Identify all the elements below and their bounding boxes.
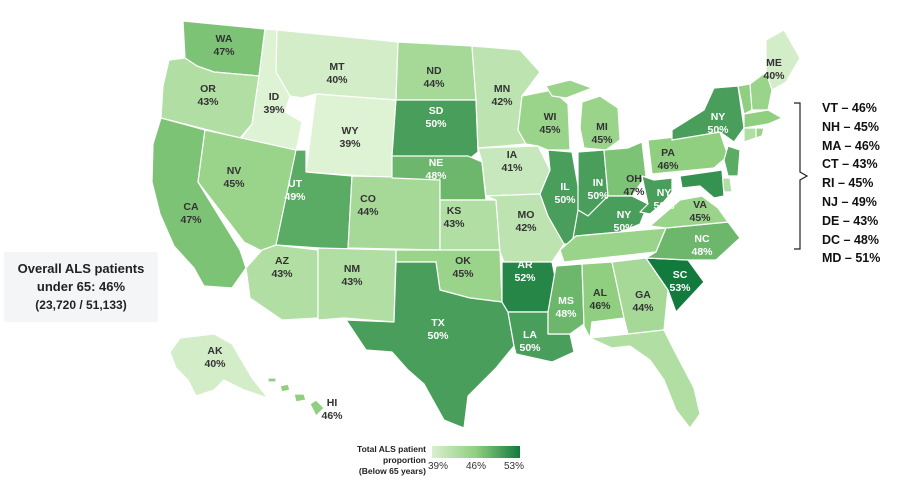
state-label-mi: MI 45% [591,121,613,146]
state-nh [749,71,773,111]
state-label-ca: CA 47% [180,201,202,226]
summary-line-1: Overall ALS patients [17,261,145,276]
state-label-ks: KS 43% [443,205,465,230]
state-label-mn: MN 42% [491,83,513,108]
state-label-nc: NC 48% [691,233,713,258]
state-label-nv: NV 45% [223,165,245,190]
state-md [679,169,725,199]
overall-summary-box: Overall ALS patients under 65: 46% (23,7… [4,252,158,322]
northeast-bracket [794,102,809,250]
state-nj [723,145,741,177]
state-ak [169,333,269,399]
state-label-hi: HI 46% [321,397,343,422]
northeast-list-item: MA – 46% [822,138,880,153]
state-ct [743,127,757,143]
state-va [649,195,729,229]
state-label-ms: MS 48% [555,295,577,320]
northeast-list-item: CT – 43% [822,157,878,172]
northeast-list-item: DE – 43% [822,213,879,228]
summary-line-3: (23,720 / 51,133) [35,298,127,312]
state-tx [345,261,515,429]
state-mi [545,79,621,151]
state-label-il: IL 50% [554,181,576,206]
legend-title: Total ALS patient proportion (Below 65 y… [314,444,426,477]
state-label-tx: TX 50% [427,317,449,342]
state-label-co: CO 44% [357,193,379,218]
state-label-ar: AR 52% [514,259,536,284]
state-ri [755,127,765,139]
state-label-id: ID 39% [263,91,285,116]
state-label-ne: NE 48% [425,157,447,182]
state-labels: WA 47% OR 43% CA 47% ID 39% NV 45% MT 40% WY 39% UT 49%… [180,33,785,422]
state-label-nm: NM 43% [341,263,363,288]
state-shapes [151,20,801,429]
state-ma [743,109,783,129]
state-label-wa: WA 47% [213,33,235,58]
state-label-sc: SC 53% [669,269,691,294]
northeast-list-item: VT – 46% [822,101,877,115]
state-label-oh: OH 47% [623,173,645,198]
summary-line-2: under 65: 46% [36,279,126,294]
state-label-wi: WI 45% [539,111,561,136]
state-wv [639,175,673,215]
state-nv [197,129,297,259]
legend-gradient-bar [432,446,520,458]
northeast-list-item: DC – 48% [822,232,879,247]
state-label-ky: NY 50% [613,209,635,234]
state-label-in: IN 50% [587,177,609,202]
state-label-ut: UT 49% [284,178,306,203]
state-hi [267,377,325,417]
northeast-list-item: MD – 51% [822,251,881,266]
state-label-wy: WY 39% [339,125,361,150]
northeast-list-item: RI – 45% [822,176,874,191]
state-label-pa: PA 46% [657,147,679,172]
state-label-mo: MO 42% [515,209,537,234]
state-label-ia: IA 41% [501,149,523,174]
state-label-mt: MT 40% [326,61,348,86]
state-label-or: OR 43% [197,83,219,108]
state-sd [391,99,479,161]
state-label-ny: NY 50% [707,111,729,136]
color-legend: Total ALS patient proportion (Below 65 y… [314,443,554,483]
northeast-list-item: NJ – 49% [822,194,877,209]
state-label-la: LA 50% [519,329,541,354]
state-label-ak: AK 40% [204,345,226,370]
state-label-ga: GA 44% [632,289,654,314]
state-label-va: VA 45% [689,199,711,224]
state-label-wv: NY 50% [653,187,675,212]
state-label-nd: ND 44% [423,65,445,90]
state-nm [317,247,397,323]
legend-title-line-1: Total ALS patient proportion [357,444,426,465]
state-label-az: AZ 43% [271,255,293,280]
state-label-me: ME 40% [763,57,785,82]
state-label-sd: SD 50% [425,105,447,130]
state-label-al: AL 46% [589,287,611,312]
legend-title-line-2: (Below 65 years) [358,466,426,476]
northeast-state-list: VT – 46% NH – 45% MA – 46% CT – 43% RI – 45%… [822,99,898,268]
state-fl [589,329,701,429]
legend-max-label: 53% [504,461,525,472]
legend-mid-label: 46% [466,461,487,472]
state-label-ok: OK 45% [452,255,474,280]
northeast-list-item: NH – 45% [822,119,879,134]
legend-min-label: 39% [428,461,449,472]
